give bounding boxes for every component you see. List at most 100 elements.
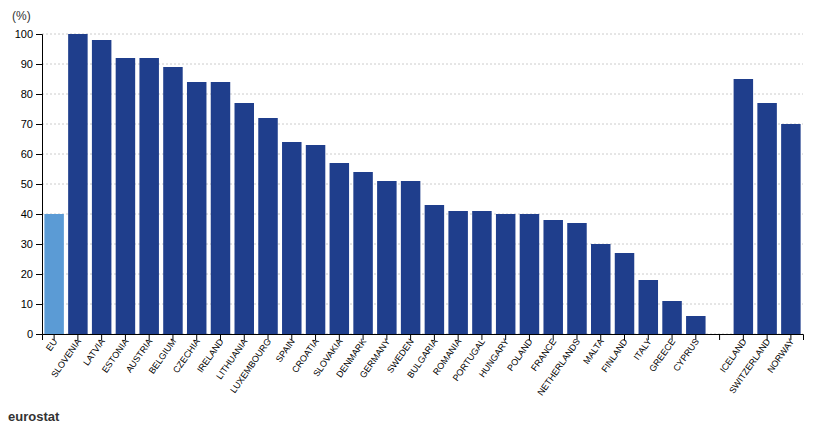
bar xyxy=(377,181,396,334)
x-tick: SPAIN xyxy=(274,334,297,364)
x-tick-label: SWITZERLAND xyxy=(727,336,772,395)
y-tick-label: 80 xyxy=(21,88,33,100)
x-tick: GERMANY xyxy=(358,334,392,380)
y-tick-mark xyxy=(36,154,42,155)
x-tick-label: LUXEMBOURG xyxy=(228,337,273,395)
x-tick-label: CYPRUS xyxy=(671,337,701,373)
bars xyxy=(44,34,800,334)
x-tick-label: NETHERLANDS xyxy=(536,337,583,398)
bar xyxy=(472,211,491,334)
bar xyxy=(615,253,634,334)
bar xyxy=(330,163,349,334)
y-tick-mark xyxy=(36,64,42,65)
x-tick-label: SPAIN xyxy=(274,337,297,364)
bar xyxy=(353,172,372,334)
bar xyxy=(781,124,800,334)
x-tick: NETHERLANDS xyxy=(536,334,583,397)
y-tick: 40 xyxy=(21,208,42,220)
bar xyxy=(139,58,158,334)
y-tick-label: 10 xyxy=(21,298,33,310)
y-tick: 70 xyxy=(21,118,42,130)
x-tick: SLOVENIA xyxy=(49,334,83,379)
bar xyxy=(686,316,705,334)
grid xyxy=(42,34,803,334)
y-tick: 30 xyxy=(21,238,42,250)
bar xyxy=(520,214,539,334)
y-tick: 90 xyxy=(21,58,42,70)
bar xyxy=(567,223,586,334)
bar xyxy=(734,79,753,334)
x-tick-label: NORWAY xyxy=(765,337,796,375)
x-tick-label: SLOVENIA xyxy=(49,337,83,380)
bar xyxy=(425,205,444,334)
y-tick-mark xyxy=(36,214,42,215)
y-tick-mark xyxy=(36,94,42,95)
bar xyxy=(92,40,111,334)
x-tick-label: EU xyxy=(44,337,59,353)
bar xyxy=(44,214,63,334)
x-tick xyxy=(719,334,720,340)
bar xyxy=(757,103,776,334)
chart: 0 10 20 30 40 50 60 70 80 90 100 EUSLOVENIALATVIAES… xyxy=(0,0,819,429)
y-tick: 0 xyxy=(27,328,42,340)
x-tick-label: MALTA xyxy=(581,337,606,366)
y-tick-label: 30 xyxy=(21,238,33,250)
bar xyxy=(448,211,467,334)
bar xyxy=(235,103,254,334)
y-tick-mark xyxy=(36,184,42,185)
x-tick: HUNGARY xyxy=(477,334,511,379)
y-tick-label: 90 xyxy=(21,58,33,70)
y-tick-label: 60 xyxy=(21,148,33,160)
y-axis: 0 10 20 30 40 50 60 70 80 90 100 xyxy=(15,28,43,340)
bar xyxy=(306,145,325,334)
x-tick: LUXEMBOURG xyxy=(228,334,273,395)
bar xyxy=(591,244,610,334)
y-axis-line xyxy=(36,35,43,335)
y-tick-mark xyxy=(36,304,42,305)
y-tick-label: 50 xyxy=(21,178,33,190)
x-tick: ITALY xyxy=(632,334,654,362)
x-tick: FINLAND xyxy=(599,334,630,374)
bar xyxy=(211,82,230,334)
x-axis-line xyxy=(43,335,804,341)
y-tick-mark xyxy=(36,244,42,245)
x-tick: MALTA xyxy=(581,334,606,366)
bar xyxy=(543,220,562,334)
bar xyxy=(187,82,206,334)
plot: 0 10 20 30 40 50 60 70 80 90 100 EUSLOVENIALATVIAES… xyxy=(15,28,804,397)
bar xyxy=(258,118,277,334)
y-tick-label: 100 xyxy=(15,28,33,40)
grid-line xyxy=(42,34,803,35)
x-tick-label: HUNGARY xyxy=(477,337,511,379)
x-tick-label: ITALY xyxy=(632,337,654,362)
bar xyxy=(662,301,681,334)
bar xyxy=(496,214,515,334)
bar xyxy=(116,58,135,334)
y-tick-label: 0 xyxy=(27,328,33,340)
y-tick: 50 xyxy=(21,178,42,190)
x-tick-label: GERMANY xyxy=(358,337,392,380)
x-tick: NORWAY xyxy=(765,334,796,375)
bar xyxy=(163,67,182,334)
y-tick: 80 xyxy=(21,88,42,100)
bar xyxy=(401,181,420,334)
y-tick: 20 xyxy=(21,268,42,280)
y-tick: 60 xyxy=(21,148,42,160)
x-tick-mark xyxy=(719,334,720,340)
y-tick: 10 xyxy=(21,298,42,310)
y-tick-mark xyxy=(36,334,42,335)
x-tick-label: FINLAND xyxy=(599,336,630,374)
x-tick: SWITZERLAND xyxy=(727,334,772,395)
y-tick: 100 xyxy=(15,28,42,40)
footer: eurostat xyxy=(8,409,60,424)
y-tick-label: 40 xyxy=(21,208,33,220)
x-tick: LATVIA xyxy=(81,334,107,367)
y-axis-label: (%) xyxy=(12,9,31,23)
x-axis: EUSLOVENIALATVIAESTONIAAUSTRIABELGIUMCZE… xyxy=(43,334,804,397)
bar xyxy=(639,280,658,334)
y-tick-mark xyxy=(36,124,42,125)
bar xyxy=(68,34,87,334)
y-tick-mark xyxy=(36,34,42,35)
x-tick: CYPRUS xyxy=(671,334,701,373)
y-tick-label: 70 xyxy=(21,118,33,130)
